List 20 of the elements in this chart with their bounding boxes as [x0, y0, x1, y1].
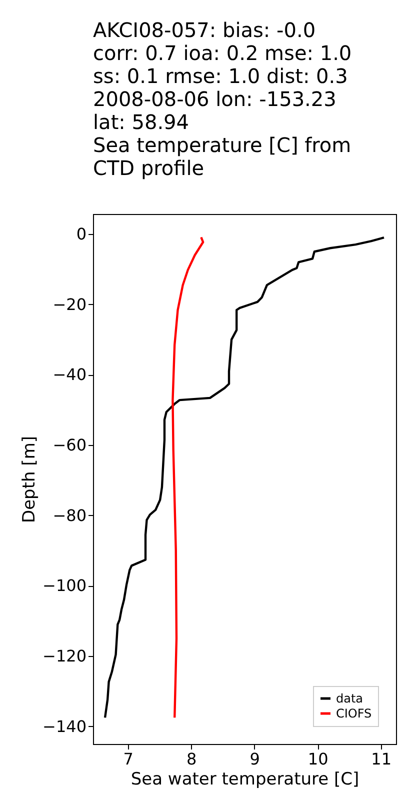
x-axis-title: Sea water temperature [C]: [130, 770, 360, 790]
chart-title: AKCI08-057: bias: -0.0 corr: 0.7 ioa: 0.2 mse: 1.0 ss: 0.1 rmse: 1.0 dist: 0.3 2008-08-06 lon: -153.23 lat: 58.94 Sea temperature [C] from CTD profile: [93, 18, 352, 180]
y-tick-label: 0: [76, 224, 86, 244]
legend-label: data: [336, 692, 364, 706]
y-tick-label: −20: [52, 294, 86, 314]
y-tick-label: −60: [52, 436, 86, 455]
y-tick-label: −40: [52, 365, 86, 384]
y-axis-title: Depth [m]: [20, 436, 40, 524]
line-series: [104, 236, 386, 719]
y-tick-label: −120: [42, 646, 86, 666]
legend-label: CIOFS: [336, 706, 372, 720]
y-tick-label: −140: [42, 716, 86, 736]
x-tick-label: 7: [123, 750, 134, 768]
x-tick-label: 11: [371, 750, 392, 768]
line-series: [172, 236, 204, 719]
x-tick-label: 9: [250, 750, 260, 768]
y-tick-label: −80: [52, 506, 86, 525]
x-tick-label: 8: [186, 750, 197, 768]
x-tick-label: 10: [308, 750, 328, 768]
y-tick-label: −100: [42, 576, 86, 596]
